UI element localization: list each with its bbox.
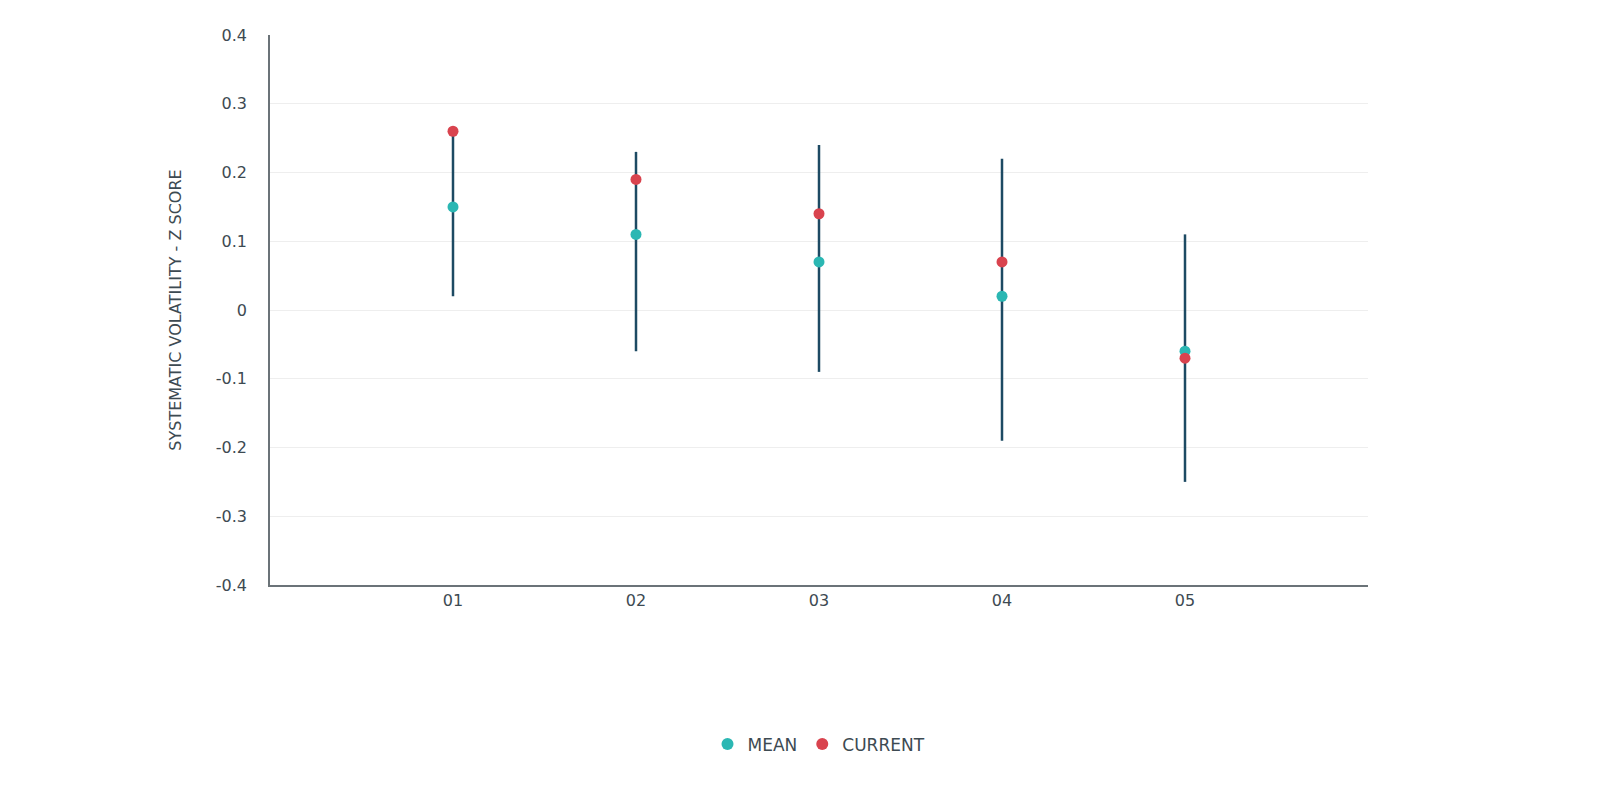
svg-text:03: 03 (809, 591, 829, 610)
svg-text:0: 0 (237, 301, 247, 320)
svg-text:01: 01 (443, 591, 463, 610)
svg-text:0.4: 0.4 (222, 26, 247, 45)
svg-text:SYSTEMATIC VOLATILITY - Z SCOR: SYSTEMATIC VOLATILITY - Z SCORE (166, 169, 185, 450)
svg-text:-0.1: -0.1 (216, 369, 247, 388)
svg-text:0.3: 0.3 (222, 94, 247, 113)
svg-text:-0.2: -0.2 (216, 438, 247, 457)
svg-text:0.1: 0.1 (222, 232, 247, 251)
svg-text:0.2: 0.2 (222, 163, 247, 182)
svg-text:CURRENT: CURRENT (842, 735, 924, 755)
svg-text:MEAN: MEAN (748, 735, 798, 755)
svg-text:05: 05 (1175, 591, 1195, 610)
svg-text:-0.4: -0.4 (216, 576, 247, 595)
svg-text:02: 02 (626, 591, 646, 610)
svg-text:04: 04 (992, 591, 1012, 610)
svg-text:-0.3: -0.3 (216, 507, 247, 526)
